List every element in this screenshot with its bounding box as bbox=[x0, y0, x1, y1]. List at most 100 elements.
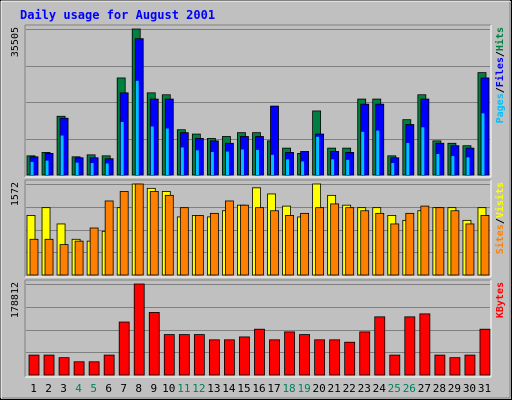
bar-sites bbox=[44, 238, 54, 276]
bar-pages bbox=[376, 130, 380, 175]
bar-kbytes bbox=[178, 334, 190, 376]
bar-pages bbox=[30, 161, 34, 175]
bar-sites bbox=[480, 215, 490, 276]
bars-kbytes bbox=[28, 283, 491, 376]
bar-kbytes bbox=[254, 328, 265, 376]
bar-pages bbox=[75, 162, 79, 175]
bar-pages bbox=[481, 113, 485, 175]
bar-kbytes bbox=[404, 316, 416, 376]
x-tick-label: 9 bbox=[150, 382, 157, 395]
bar-files bbox=[360, 103, 370, 176]
bar-sites bbox=[285, 215, 294, 276]
panel-legend: Sites/Visits bbox=[494, 182, 506, 254]
bar-pages bbox=[45, 160, 49, 175]
legend-entry: Visits bbox=[494, 182, 506, 218]
bar-files bbox=[179, 132, 189, 176]
bar-files bbox=[315, 133, 325, 176]
bar-files bbox=[285, 152, 294, 176]
bar-sites bbox=[134, 183, 144, 276]
x-tick-label: 14 bbox=[222, 382, 236, 395]
bar-files bbox=[225, 142, 234, 176]
x-tick-label: 26 bbox=[403, 382, 416, 395]
bar-sites bbox=[194, 215, 204, 276]
x-tick-label: 2 bbox=[45, 382, 52, 395]
x-tick-label: 31 bbox=[478, 382, 491, 395]
panel-visits-sites: 1572 Sites/Visits bbox=[10, 179, 506, 278]
bar-sites bbox=[89, 227, 99, 276]
bar-sites bbox=[179, 207, 189, 276]
bar-kbytes bbox=[88, 361, 100, 376]
bar-kbytes bbox=[374, 316, 386, 376]
bar-files bbox=[149, 98, 159, 176]
bar-kbytes bbox=[284, 331, 295, 376]
bar-pages bbox=[421, 127, 425, 175]
bar-kbytes bbox=[479, 328, 491, 376]
x-tick-label: 7 bbox=[120, 382, 127, 395]
bar-pages bbox=[165, 128, 169, 175]
bar-files bbox=[209, 140, 219, 176]
bar-sites bbox=[255, 207, 264, 276]
bars-hits-files-pages bbox=[26, 28, 490, 176]
bar-kbytes bbox=[208, 339, 220, 376]
x-tick-label: 22 bbox=[343, 382, 356, 395]
bar-files bbox=[300, 151, 309, 176]
chart-title: Daily usage for August 2001 bbox=[20, 8, 215, 22]
bar-sites bbox=[164, 194, 174, 276]
bar-kbytes bbox=[464, 354, 476, 376]
bar-files bbox=[480, 77, 490, 176]
bar-sites bbox=[450, 210, 460, 276]
bar-files bbox=[390, 157, 400, 176]
bar-kbytes bbox=[449, 357, 461, 376]
legend-entry: Files bbox=[494, 57, 506, 87]
bar-sites bbox=[270, 210, 279, 276]
bar-pages bbox=[135, 80, 139, 175]
x-tick-label: 29 bbox=[448, 382, 461, 395]
bar-pages bbox=[60, 135, 64, 175]
bar-sites bbox=[420, 205, 430, 276]
bar-pages bbox=[180, 147, 184, 175]
legend-entry: / bbox=[495, 51, 506, 57]
bar-files bbox=[450, 145, 460, 176]
legend-entry: Pages bbox=[495, 93, 506, 123]
bar-kbytes bbox=[299, 334, 310, 376]
chart-panels: 35505Pages/Files/Hits1572Sites/Visits178… bbox=[10, 24, 506, 378]
x-tick-label: 12 bbox=[192, 382, 205, 395]
x-tick-label: 11 bbox=[177, 382, 190, 395]
bar-kbytes bbox=[344, 341, 356, 376]
bar-pages bbox=[316, 136, 320, 175]
bar-files bbox=[59, 117, 69, 176]
bar-files bbox=[119, 92, 129, 176]
bar-kbytes bbox=[103, 354, 115, 376]
y-max-label: 178812 bbox=[10, 282, 21, 318]
bar-kbytes bbox=[389, 354, 401, 376]
bar-files bbox=[74, 157, 84, 176]
bar-files bbox=[255, 136, 264, 176]
bar-files bbox=[270, 105, 279, 176]
bar-kbytes bbox=[73, 361, 85, 376]
x-tick-label: 6 bbox=[105, 382, 112, 395]
bar-pages bbox=[240, 149, 244, 175]
legend-entry: Sites bbox=[494, 224, 506, 254]
bar-sites bbox=[315, 207, 325, 276]
bar-pages bbox=[331, 159, 335, 175]
bar-pages bbox=[286, 159, 290, 175]
x-tick-label: 25 bbox=[388, 382, 401, 395]
legend-entry: KBytes bbox=[495, 282, 506, 318]
x-tick-label: 3 bbox=[60, 382, 67, 395]
bar-files bbox=[420, 98, 430, 176]
bar-kbytes bbox=[133, 283, 145, 376]
x-tick-label: 20 bbox=[313, 382, 326, 395]
x-tick-label: 4 bbox=[75, 382, 82, 395]
bar-pages bbox=[436, 154, 440, 175]
y-max-label: 35505 bbox=[10, 27, 21, 57]
bar-kbytes bbox=[269, 339, 280, 376]
bar-kbytes bbox=[314, 339, 326, 376]
bar-files bbox=[435, 142, 445, 176]
bar-pages bbox=[255, 149, 259, 175]
bar-pages bbox=[346, 159, 350, 175]
x-tick-label: 16 bbox=[252, 382, 265, 395]
bar-sites bbox=[330, 203, 340, 276]
bar-pages bbox=[90, 163, 94, 175]
